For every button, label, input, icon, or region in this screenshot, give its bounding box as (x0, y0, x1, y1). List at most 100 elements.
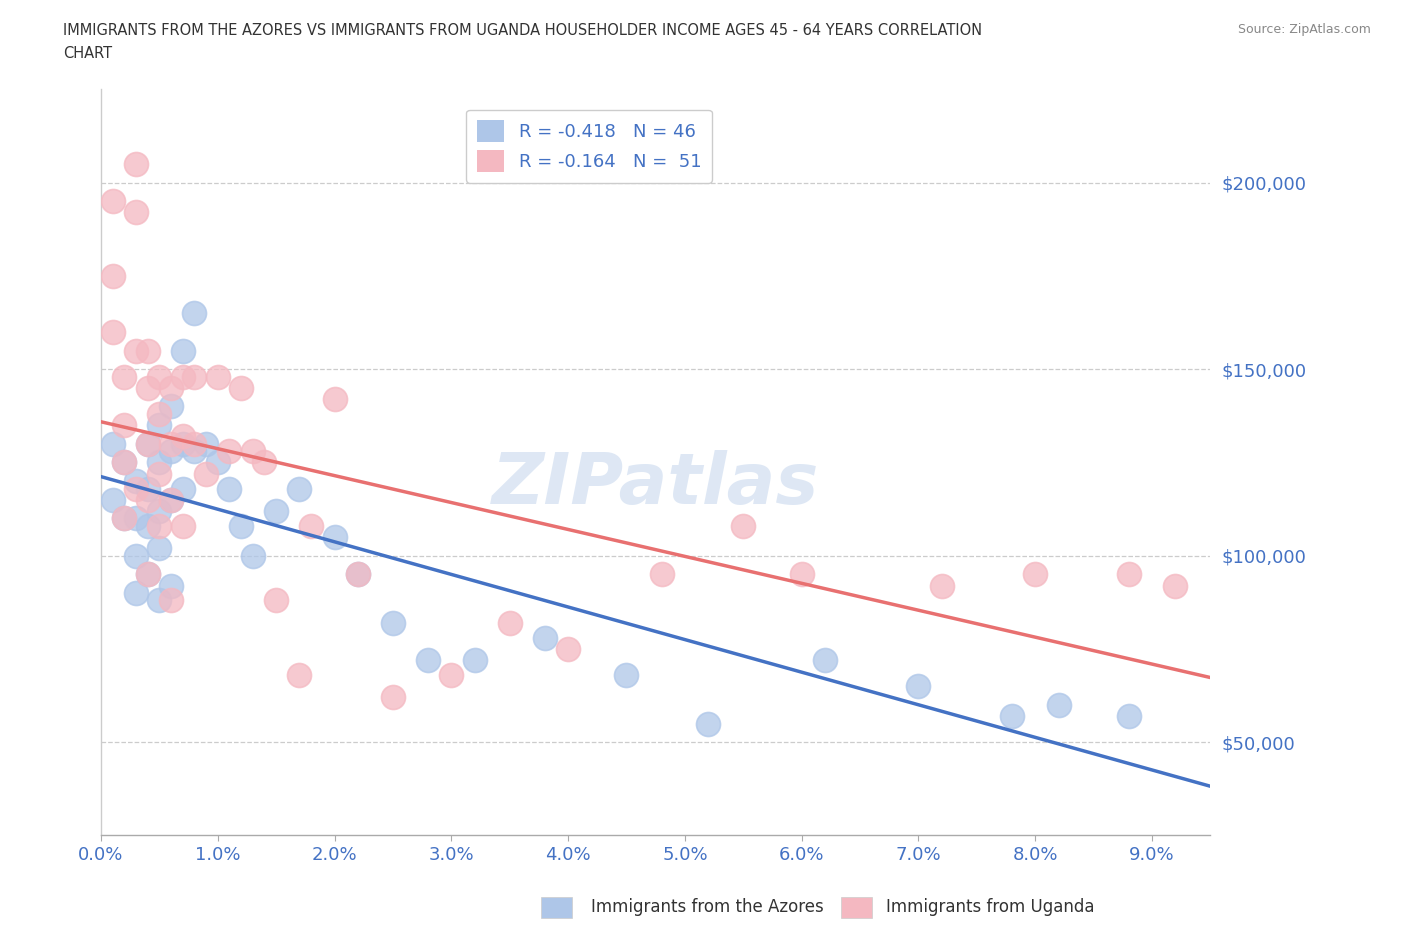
Point (125, 343, 148, 358)
Point (697, 716, 720, 731)
Point (112, 455, 135, 470)
Point (136, 492, 159, 507)
Point (195, 466, 218, 481)
Point (125, 156, 148, 171)
Point (125, 586, 148, 601)
Point (148, 406, 170, 421)
Point (112, 418, 135, 432)
Point (172, 369, 194, 384)
Point (1164, 578, 1187, 593)
Point (160, 492, 183, 507)
Point (101, 436, 124, 451)
Point (183, 444, 205, 458)
Point (253, 455, 276, 470)
Point (125, 205, 148, 219)
Point (264, 593, 287, 608)
Point (136, 567, 159, 582)
Text: CHART: CHART (63, 46, 112, 61)
Point (299, 518, 322, 533)
Point (323, 529, 346, 544)
Point (499, 616, 522, 631)
Point (218, 444, 240, 458)
Point (160, 578, 183, 593)
Point (183, 306, 205, 321)
Text: Source: ZipAtlas.com: Source: ZipAtlas.com (1237, 23, 1371, 36)
Point (148, 418, 170, 432)
Point (136, 567, 159, 582)
Point (101, 193, 124, 208)
Point (347, 567, 370, 582)
Point (136, 380, 159, 395)
Point (125, 511, 148, 525)
Point (148, 540, 170, 555)
Point (101, 269, 124, 284)
Point (112, 369, 135, 384)
Point (907, 679, 929, 694)
Point (160, 492, 183, 507)
Point (148, 593, 170, 608)
Point (533, 631, 555, 645)
Point (1047, 698, 1070, 712)
Point (650, 567, 672, 582)
Point (160, 436, 183, 451)
Point (160, 593, 183, 608)
Point (136, 481, 159, 496)
Point (136, 436, 159, 451)
Point (242, 444, 264, 458)
Point (112, 455, 135, 470)
Point (183, 436, 205, 451)
Text: Immigrants from Uganda: Immigrants from Uganda (886, 897, 1094, 916)
Point (464, 653, 486, 668)
Point (148, 518, 170, 533)
Point (207, 369, 229, 384)
Point (381, 616, 404, 631)
Point (1118, 709, 1140, 724)
Point (148, 466, 170, 481)
Point (172, 343, 194, 358)
Point (931, 578, 953, 593)
Point (148, 503, 170, 518)
Point (242, 548, 264, 563)
Point (440, 668, 463, 683)
Point (195, 436, 218, 451)
Point (101, 492, 124, 507)
Text: IMMIGRANTS FROM THE AZORES VS IMMIGRANTS FROM UGANDA HOUSEHOLDER INCOME AGES 45 : IMMIGRANTS FROM THE AZORES VS IMMIGRANTS… (63, 23, 983, 38)
Point (207, 455, 229, 470)
Point (288, 668, 311, 683)
Point (733, 518, 755, 533)
Point (229, 518, 252, 533)
Point (381, 690, 404, 705)
Point (148, 369, 170, 384)
Point (136, 343, 159, 358)
Point (160, 399, 183, 414)
Text: Immigrants from the Azores: Immigrants from the Azores (591, 897, 824, 916)
Point (323, 392, 346, 406)
Point (229, 380, 252, 395)
Point (125, 481, 148, 496)
Point (347, 567, 370, 582)
Point (264, 503, 287, 518)
Point (288, 481, 311, 496)
Point (112, 511, 135, 525)
Point (172, 429, 194, 444)
Point (814, 653, 837, 668)
Point (125, 548, 148, 563)
Text: ZIPatlas: ZIPatlas (492, 450, 820, 519)
Point (616, 668, 638, 683)
Point (557, 642, 579, 657)
Point (183, 369, 205, 384)
Point (172, 518, 194, 533)
Point (125, 473, 148, 488)
Point (160, 444, 183, 458)
Point (1118, 567, 1140, 582)
Point (172, 481, 194, 496)
Point (218, 481, 240, 496)
Point (136, 436, 159, 451)
Point (112, 511, 135, 525)
Point (1024, 567, 1046, 582)
Point (416, 653, 439, 668)
Legend: R = -0.418   N = 46, R = -0.164   N =  51: R = -0.418 N = 46, R = -0.164 N = 51 (467, 110, 711, 182)
Point (790, 567, 813, 582)
Point (136, 518, 159, 533)
Point (172, 436, 194, 451)
